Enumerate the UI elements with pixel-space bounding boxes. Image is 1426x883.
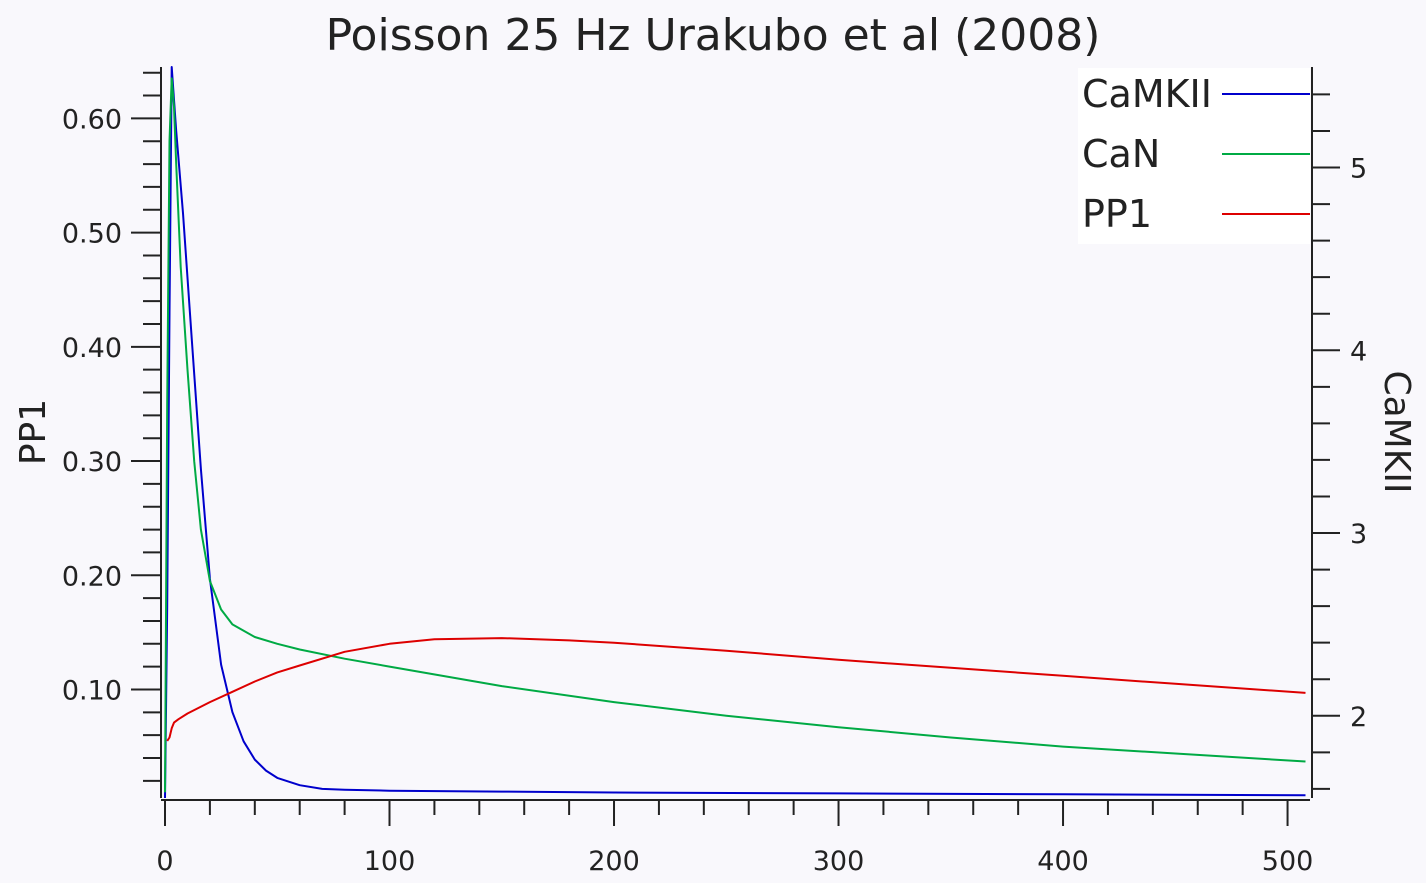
y-right-tick-label: 5 [1350,154,1367,185]
x-tick-label: 500 [1262,846,1314,877]
series-lines [164,66,1306,799]
series-line-pp1 [166,637,1306,742]
tick-labels: 0 100 200 300 400 500 0.10 0.20 0.30 0.40 0.50 0.60… [62,104,1367,877]
series-line-can [164,77,1306,793]
y-right-tick-label: 2 [1350,702,1367,733]
y-right-tick-label: 3 [1350,519,1367,550]
x-tick-label: 100 [364,846,416,877]
y-left-tick-label: 0.60 [62,104,122,135]
y-left-tick-label: 0.40 [62,333,122,364]
y-left-tick-label: 0.20 [62,561,122,592]
y-left-tick-label: 0.10 [62,675,122,706]
y-right-tick-label: 4 [1350,336,1367,367]
legend-label-camkii: CaMKII [1082,72,1212,116]
chart-title: Poisson 25 Hz Urakubo et al (2008) [326,10,1101,61]
x-tick-label: 400 [1037,846,1089,877]
axes [160,67,1313,801]
legend-label-pp1: PP1 [1082,192,1152,236]
legend: CaMKII CaN PP1 [1078,68,1310,244]
x-tick-label: 200 [588,846,640,877]
ticks [131,71,1340,826]
y-left-tick-label: 0.30 [62,447,122,478]
x-tick-label: 300 [813,846,865,877]
left-axis-label: PP1 [13,399,54,465]
y-left-tick-label: 0.50 [62,219,122,250]
x-tick-label: 0 [156,846,173,877]
right-axis-label: CaMKII [1376,370,1417,493]
legend-label-can: CaN [1082,132,1160,176]
